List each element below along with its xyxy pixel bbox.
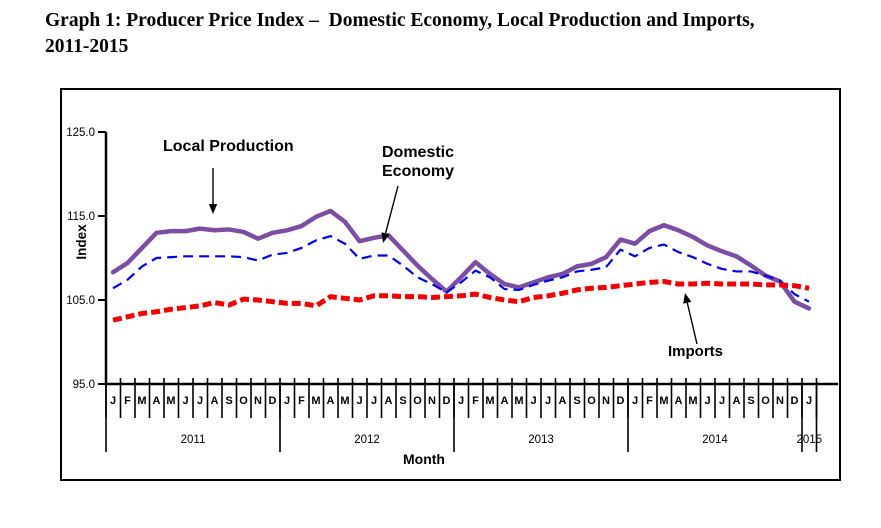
svg-text:2015: 2015: [796, 434, 822, 446]
svg-text:D: D: [269, 395, 277, 407]
svg-text:S: S: [225, 395, 232, 407]
svg-text:M: M: [166, 395, 175, 407]
svg-text:J: J: [719, 395, 725, 407]
svg-text:N: N: [428, 395, 436, 407]
svg-text:A: A: [559, 395, 567, 407]
page-title: Graph 1: Producer Price Index – Domestic…: [45, 8, 855, 60]
svg-text:A: A: [211, 395, 219, 407]
svg-text:M: M: [311, 395, 320, 407]
svg-text:J: J: [458, 395, 464, 407]
svg-text:J: J: [110, 395, 116, 407]
svg-text:J: J: [371, 395, 377, 407]
svg-text:O: O: [239, 395, 248, 407]
svg-text:M: M: [659, 395, 668, 407]
svg-text:O: O: [761, 395, 770, 407]
svg-text:O: O: [413, 395, 422, 407]
svg-text:M: M: [514, 395, 523, 407]
svg-text:N: N: [776, 395, 784, 407]
svg-text:S: S: [747, 395, 754, 407]
svg-text:105.0: 105.0: [66, 295, 95, 307]
page-title-line1: Graph 1: Producer Price Index – Domestic…: [45, 10, 755, 31]
svg-text:A: A: [675, 395, 683, 407]
svg-text:O: O: [587, 395, 596, 407]
svg-text:2012: 2012: [354, 434, 380, 446]
svg-text:M: M: [340, 395, 349, 407]
svg-text:Index: Index: [74, 224, 89, 260]
imports-label: Imports: [668, 343, 724, 360]
svg-text:J: J: [806, 395, 812, 407]
svg-text:A: A: [385, 395, 393, 407]
svg-text:A: A: [733, 395, 741, 407]
svg-text:D: D: [617, 395, 625, 407]
svg-text:A: A: [327, 395, 335, 407]
svg-text:S: S: [573, 395, 580, 407]
svg-text:N: N: [254, 395, 262, 407]
svg-text:D: D: [791, 395, 799, 407]
domestic-economy-label: Domestic Economy: [382, 144, 455, 180]
svg-text:A: A: [153, 395, 161, 407]
svg-text:Month: Month: [403, 451, 445, 467]
svg-text:J: J: [704, 395, 710, 407]
svg-text:N: N: [602, 395, 610, 407]
svg-text:J: J: [530, 395, 536, 407]
svg-text:S: S: [399, 395, 406, 407]
svg-text:2013: 2013: [528, 434, 554, 446]
local-production-label: Local Production: [163, 138, 294, 155]
chart-frame: 95.0 105.0 115.0 125.0 J F M A M J J A S O N D J F M A M J J A S…: [60, 88, 841, 481]
svg-text:D: D: [443, 395, 451, 407]
svg-text:M: M: [688, 395, 697, 407]
svg-text:125.0: 125.0: [66, 127, 95, 139]
svg-text:J: J: [545, 395, 551, 407]
svg-text:F: F: [298, 395, 305, 407]
svg-text:J: J: [356, 395, 362, 407]
svg-text:M: M: [485, 395, 494, 407]
svg-text:2011: 2011: [181, 434, 206, 446]
svg-text:F: F: [646, 395, 653, 407]
svg-text:F: F: [124, 395, 131, 407]
svg-text:M: M: [137, 395, 146, 407]
svg-text:J: J: [284, 395, 290, 407]
svg-text:2014: 2014: [702, 434, 728, 446]
page-title-line2: 2011-2015: [45, 36, 129, 57]
svg-text:115.0: 115.0: [67, 211, 95, 223]
svg-text:J: J: [197, 395, 203, 407]
svg-text:F: F: [472, 395, 479, 407]
svg-text:A: A: [501, 395, 509, 407]
svg-text:J: J: [182, 395, 188, 407]
svg-text:95.0: 95.0: [73, 379, 95, 391]
svg-text:J: J: [632, 395, 638, 407]
